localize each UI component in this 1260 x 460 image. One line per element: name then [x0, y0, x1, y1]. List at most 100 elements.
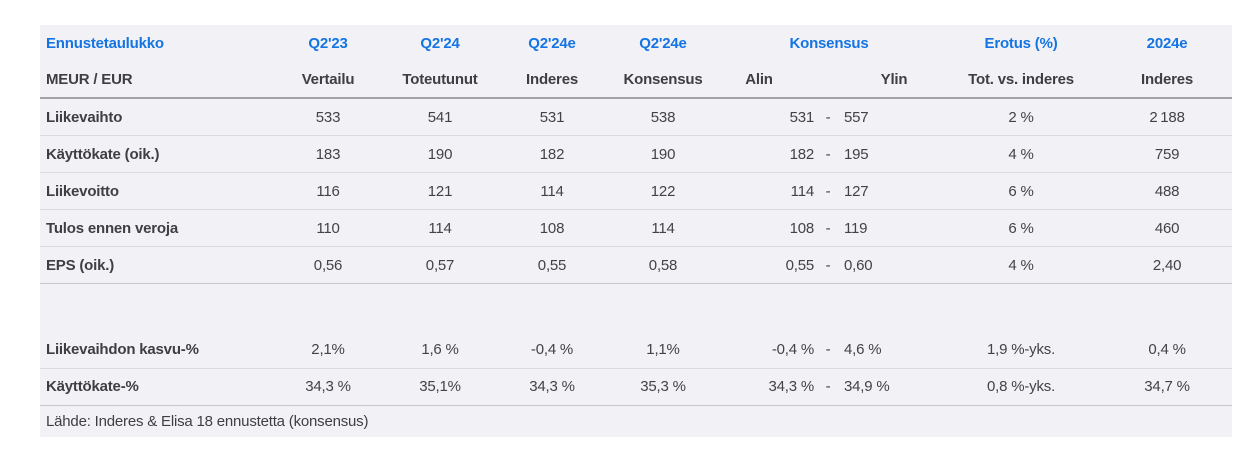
header-row-subtitles: MEUR / EUR Vertailu Toteutunut Inderes K…	[40, 61, 1233, 98]
spacer-row	[40, 284, 1232, 332]
col-header-q224e-inderes: Q2'24e	[528, 34, 576, 52]
cell-inderes: -0,4 %	[530, 341, 574, 358]
cell-toteutunut: 0,57	[425, 256, 455, 274]
table-row-tulos-ennen-veroja: Tulos ennen veroja 110 114 108 114 108 -…	[40, 210, 1233, 247]
cell-toteutunut: 121	[427, 182, 453, 200]
cell-vertailu: 34,3 %	[305, 378, 351, 395]
subcol-vertailu: Vertailu	[301, 70, 355, 88]
cell-vertailu: 0,56	[313, 256, 343, 274]
row-label: Tulos ennen veroja	[46, 219, 178, 237]
cell-2024e: 0,4 %	[1148, 341, 1186, 358]
cell-erotus: 2 %	[1008, 108, 1034, 126]
range-dash: -	[825, 108, 831, 126]
cell-konsensus: 0,58	[648, 256, 678, 274]
cell-ylin: 0,60	[844, 256, 873, 274]
cell-inderes: 34,3 %	[529, 378, 575, 395]
cell-konsensus: 1,1%	[646, 341, 680, 358]
cell-toteutunut: 35,1%	[419, 378, 461, 395]
range-dash: -	[825, 341, 831, 358]
row-label: Käyttökate (oik.)	[46, 145, 160, 163]
subcol-dash-spacer	[816, 61, 840, 98]
cell-vertailu: 183	[315, 145, 341, 163]
cell-alin: -0,4 %	[771, 341, 814, 358]
cell-ylin: 4,6 %	[844, 341, 882, 358]
cell-inderes: 182	[539, 145, 565, 163]
subcol-toteutunut: Toteutunut	[402, 70, 478, 88]
cell-konsensus: 538	[650, 108, 676, 126]
cell-inderes: 0,55	[537, 256, 567, 274]
header-row-periods: Ennustetaulukko Q2'23 Q2'24 Q2'24e Q2'24…	[40, 25, 1232, 61]
cell-inderes: 531	[539, 108, 565, 126]
cell-inderes: 108	[539, 219, 565, 237]
cell-alin: 114	[790, 182, 815, 200]
row-label: EPS (oik.)	[46, 256, 115, 274]
table-row-liikevaihto: Liikevaihto 533 541 531 538 531 - 557 2 …	[40, 98, 1233, 136]
cell-ylin: 34,9 %	[844, 378, 890, 395]
cell-ylin: 195	[844, 145, 869, 163]
cell-vertailu: 2,1%	[311, 341, 345, 358]
col-header-2024e: 2024e	[1146, 34, 1188, 52]
cell-konsensus: 122	[650, 182, 676, 200]
cell-2024e: 488	[1154, 182, 1180, 200]
cell-vertailu: 116	[316, 182, 340, 200]
forecast-table: Ennustetaulukko Q2'23 Q2'24 Q2'24e Q2'24…	[40, 25, 1233, 406]
col-header-erotus: Erotus (%)	[984, 34, 1058, 52]
subcol-alin: Alin	[745, 70, 773, 88]
range-dash: -	[825, 256, 831, 274]
range-dash: -	[825, 182, 831, 200]
cell-vertailu: 533	[315, 108, 341, 126]
cell-alin: 182	[789, 145, 815, 163]
cell-2024e: 759	[1154, 145, 1180, 163]
cell-alin: 531	[789, 108, 815, 126]
row-label: Liikevoitto	[46, 182, 119, 200]
source-note: Lähde: Inderes & Elisa 18 ennustetta (ko…	[46, 412, 369, 430]
col-header-q224: Q2'24	[420, 34, 460, 52]
table-row-liikevaihdon-kasvu: Liikevaihdon kasvu-% 2,1% 1,6 % -0,4 % 1…	[40, 332, 1233, 368]
table-row-eps: EPS (oik.) 0,56 0,57 0,55 0,58 0,55 - 0,…	[40, 247, 1233, 284]
spacer-cell	[40, 284, 1232, 332]
cell-alin: 108	[789, 219, 815, 237]
forecast-table-container: Ennustetaulukko Q2'23 Q2'24 Q2'24e Q2'24…	[40, 25, 1233, 437]
cell-2024e: 2,40	[1152, 256, 1182, 274]
cell-konsensus: 35,3 %	[640, 378, 686, 395]
cell-ylin: 557	[844, 108, 869, 126]
cell-erotus: 0,8 %-yks.	[987, 378, 1056, 395]
cell-alin: 34,3 %	[768, 378, 815, 395]
subcol-ylin: Ylin	[880, 70, 908, 88]
range-dash: -	[825, 378, 831, 395]
cell-toteutunut: 190	[427, 145, 453, 163]
subcol-inderes: Inderes	[526, 70, 578, 88]
cell-erotus: 4 %	[1008, 145, 1034, 163]
cell-erotus: 4 %	[1008, 256, 1034, 274]
table-title: Ennustetaulukko	[46, 34, 164, 52]
row-label: Liikevaihto	[46, 108, 123, 126]
cell-erotus: 6 %	[1008, 182, 1034, 200]
range-dash: -	[825, 145, 831, 163]
col-header-konsensus-group: Konsensus	[789, 34, 869, 52]
cell-2024e: 34,7 %	[1144, 378, 1190, 395]
range-dash: -	[825, 219, 831, 237]
table-row-kayttokate-pct: Käyttökate-% 34,3 % 35,1% 34,3 % 35,3 % …	[40, 368, 1233, 405]
cell-erotus: 1,9 %-yks.	[987, 341, 1056, 358]
cell-ylin: 127	[844, 182, 869, 200]
unit-label: MEUR / EUR	[46, 70, 133, 88]
subcol-tot-vs-inderes: Tot. vs. inderes	[968, 70, 1074, 88]
cell-inderes: 114	[540, 182, 564, 200]
subcol-inderes-2024e: Inderes	[1141, 70, 1194, 88]
cell-toteutunut: 114	[428, 219, 452, 237]
col-header-q223: Q2'23	[308, 34, 348, 52]
cell-alin: 0,55	[785, 256, 815, 274]
col-header-q224e-konsensus: Q2'24e	[639, 34, 687, 52]
cell-konsensus: 114	[651, 219, 675, 237]
cell-ylin: 119	[844, 219, 868, 237]
cell-toteutunut: 1,6 %	[421, 341, 459, 358]
cell-konsensus: 190	[650, 145, 676, 163]
row-label: Käyttökate-%	[46, 378, 139, 395]
cell-vertailu: 110	[316, 219, 340, 237]
cell-2024e: 460	[1154, 219, 1180, 237]
cell-erotus: 6 %	[1008, 219, 1034, 237]
row-label: Liikevaihdon kasvu-%	[46, 341, 199, 358]
cell-toteutunut: 541	[427, 108, 453, 126]
table-row-liikevoitto: Liikevoitto 116 121 114 122 114 - 127 6 …	[40, 173, 1233, 210]
cell-2024e: 2 188	[1149, 108, 1185, 126]
